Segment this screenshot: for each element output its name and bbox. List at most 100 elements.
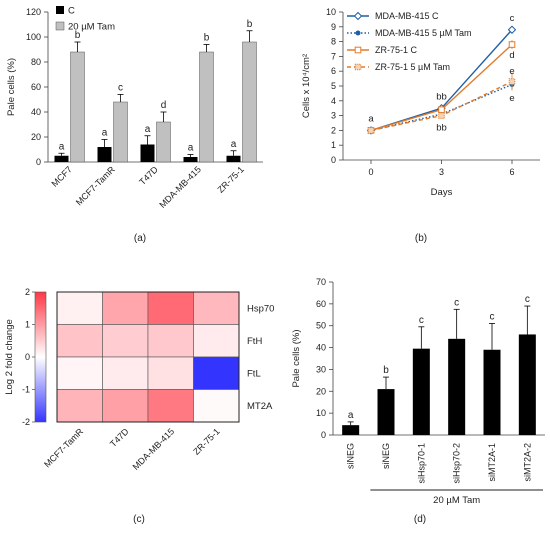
colorbar xyxy=(34,291,47,423)
column-label: MCF7-TamR xyxy=(42,426,85,469)
data-point xyxy=(438,106,445,113)
y-tick-label: 10 xyxy=(316,408,326,418)
data-point xyxy=(508,41,516,48)
x-tick-label: siMT2A-1 xyxy=(487,443,497,482)
bar xyxy=(183,157,198,162)
bar xyxy=(342,425,360,435)
group-label: 20 µM Tam xyxy=(433,495,480,506)
y-tick-label: 4 xyxy=(331,96,336,106)
x-tick-label: 0 xyxy=(368,167,373,177)
panel-d: 0 10 20 30 40 50 60 70 Pale cells (%) a siNEG b siNE… xyxy=(275,270,550,545)
y-axis-title: Cells x 10⁴/cm² xyxy=(301,54,312,118)
x-tick-label: ZR-75-1 xyxy=(215,164,245,194)
panel-a: 0 20 40 60 80 100 120 Pale cells (%) a b MCF7 a c MCF… xyxy=(0,0,275,270)
y-tick-label: 7 xyxy=(331,51,336,61)
bar xyxy=(483,349,501,435)
y-tick-label: 9 xyxy=(331,22,336,32)
significance-letter: a xyxy=(59,141,65,152)
bar xyxy=(199,51,214,163)
y-tick-label: 120 xyxy=(26,7,41,17)
data-point xyxy=(508,78,516,85)
colorbar-tick-label: -2 xyxy=(22,417,30,427)
bar xyxy=(242,41,257,163)
colorbar-title: Log 2 fold change xyxy=(4,319,15,395)
legend-label: ZR-75-1 5 µM Tam xyxy=(375,62,450,72)
heatmap-cell xyxy=(56,291,103,325)
significance-letter: bb xyxy=(436,122,447,133)
panel-b: 0 1 2 3 4 5 6 7 8 9 10 0 3 6 Days Cells x 10⁴/cm² a bb bb c… xyxy=(275,0,550,270)
chart-c: Hsp70 FtH FtL MT2A MCF7-TamR T47D MDA-MB-415 ZR… xyxy=(4,287,274,472)
chart-b: 0 1 2 3 4 5 6 7 8 9 10 0 3 6 Days Cells x 10⁴/cm² a bb bb c… xyxy=(301,7,540,198)
heatmap-cell xyxy=(56,356,103,390)
x-tick-label: siMT2A-2 xyxy=(522,443,532,482)
y-tick-label: 30 xyxy=(316,364,326,374)
legend-label: ZR-75-1 C xyxy=(375,45,418,55)
y-tick-label: 5 xyxy=(331,81,336,91)
legend-swatch xyxy=(55,21,65,31)
legend-label: MDA-MB-415 5 µM Tam xyxy=(375,28,472,38)
x-tick-label: 3 xyxy=(439,167,444,177)
chart-d: 0 10 20 30 40 50 60 70 Pale cells (%) a siNEG b siNE… xyxy=(291,277,545,506)
colorbar-tick-label: 2 xyxy=(25,287,30,297)
bar xyxy=(226,155,241,162)
x-tick-label: MCF7-TamR xyxy=(74,164,117,207)
column-label: ZR-75-1 xyxy=(191,426,221,456)
y-tick-label: 40 xyxy=(316,343,326,353)
heatmap-cell xyxy=(193,356,240,390)
bar xyxy=(140,144,155,162)
data-point xyxy=(355,30,361,36)
y-tick-label: 20 xyxy=(31,132,41,142)
bar xyxy=(54,155,69,162)
panel-c: Hsp70 FtH FtL MT2A MCF7-TamR T47D MDA-MB-415 ZR… xyxy=(0,270,275,545)
heatmap-cell xyxy=(147,389,194,423)
significance-letter: b xyxy=(75,30,81,41)
bar xyxy=(448,338,466,435)
heatmap-cell xyxy=(102,291,149,325)
row-label: FtL xyxy=(247,368,261,379)
heatmap-cell xyxy=(56,324,103,358)
legend-label: MDA-MB-415 C xyxy=(375,11,439,21)
heatmap-cell xyxy=(102,356,149,390)
colorbar-tick-label: 0 xyxy=(25,352,30,362)
y-tick-label: 60 xyxy=(316,299,326,309)
column-label: T47D xyxy=(108,426,131,449)
panel-b-label: (b) xyxy=(414,233,428,244)
y-tick-label: 6 xyxy=(331,66,336,76)
heatmap-cell xyxy=(193,389,240,423)
y-tick-label: 70 xyxy=(316,277,326,287)
x-tick-label: siHsp70-2 xyxy=(452,443,462,484)
x-tick-label: siNEG xyxy=(381,443,391,469)
data-point xyxy=(507,25,517,34)
data-point xyxy=(353,11,363,21)
legend-label: C xyxy=(68,6,75,17)
significance-letter: c xyxy=(118,83,123,94)
x-tick-label: T47D xyxy=(137,164,160,187)
bar xyxy=(518,334,536,435)
y-tick-label: 0 xyxy=(36,157,41,167)
significance-letter: c xyxy=(525,294,530,305)
significance-letter: b xyxy=(383,365,389,376)
y-tick-label: 0 xyxy=(321,430,326,440)
significance-letter: d xyxy=(161,100,167,111)
y-tick-label: 8 xyxy=(331,37,336,47)
significance-letter: e xyxy=(509,93,514,104)
x-axis-title: Days xyxy=(431,187,453,198)
significance-letter: a xyxy=(348,410,354,421)
legend-swatch xyxy=(56,6,64,14)
significance-letter: a xyxy=(231,139,237,150)
y-tick-label: 1 xyxy=(331,140,336,150)
significance-letter: a xyxy=(188,143,194,154)
heatmap-cell xyxy=(193,291,240,325)
panel-a-label: (a) xyxy=(133,233,147,244)
heatmap-cell xyxy=(102,389,149,423)
bar xyxy=(377,389,395,435)
bar xyxy=(156,121,171,163)
y-axis-title: Pale cells (%) xyxy=(291,329,302,387)
y-tick-label: 50 xyxy=(316,321,326,331)
y-tick-label: 60 xyxy=(31,82,41,92)
heatmap-cell xyxy=(193,324,240,358)
y-tick-label: 10 xyxy=(326,7,336,17)
y-tick-label: 20 xyxy=(316,386,326,396)
row-label: MT2A xyxy=(247,401,273,412)
legend-label: 20 µM Tam xyxy=(68,22,115,33)
